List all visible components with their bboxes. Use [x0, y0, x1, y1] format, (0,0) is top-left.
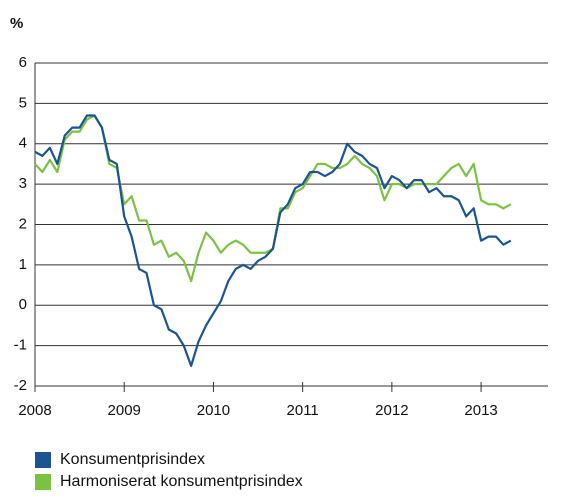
y-tick-label: 3 — [19, 175, 27, 192]
y-tick-label: -2 — [14, 377, 27, 394]
y-tick-label: 6 — [19, 54, 27, 71]
y-tick-label: 5 — [19, 94, 27, 111]
y-axis-label: % — [10, 15, 23, 32]
y-tick-label: 0 — [19, 296, 27, 313]
series-line — [34, 114, 512, 367]
x-tick-label: 2008 — [18, 402, 51, 419]
x-tick-label: 2009 — [108, 402, 141, 419]
y-tick-label: 2 — [19, 215, 27, 232]
legend-swatch — [35, 452, 51, 468]
y-tick-label: 4 — [19, 135, 27, 152]
y-tick-label: -1 — [14, 337, 27, 354]
series-line — [34, 114, 512, 283]
y-tick-label: 1 — [19, 256, 27, 273]
x-tick-label: 2011 — [287, 402, 319, 419]
x-tick-label: 2010 — [197, 402, 230, 419]
x-tick-label: 2012 — [375, 402, 408, 419]
x-tick-label: 2013 — [464, 402, 497, 419]
legend-swatch — [35, 474, 51, 490]
legend-label: Konsumentprisindex — [60, 451, 205, 468]
legend-label: Harmoniserat konsumentprisindex — [60, 473, 303, 490]
